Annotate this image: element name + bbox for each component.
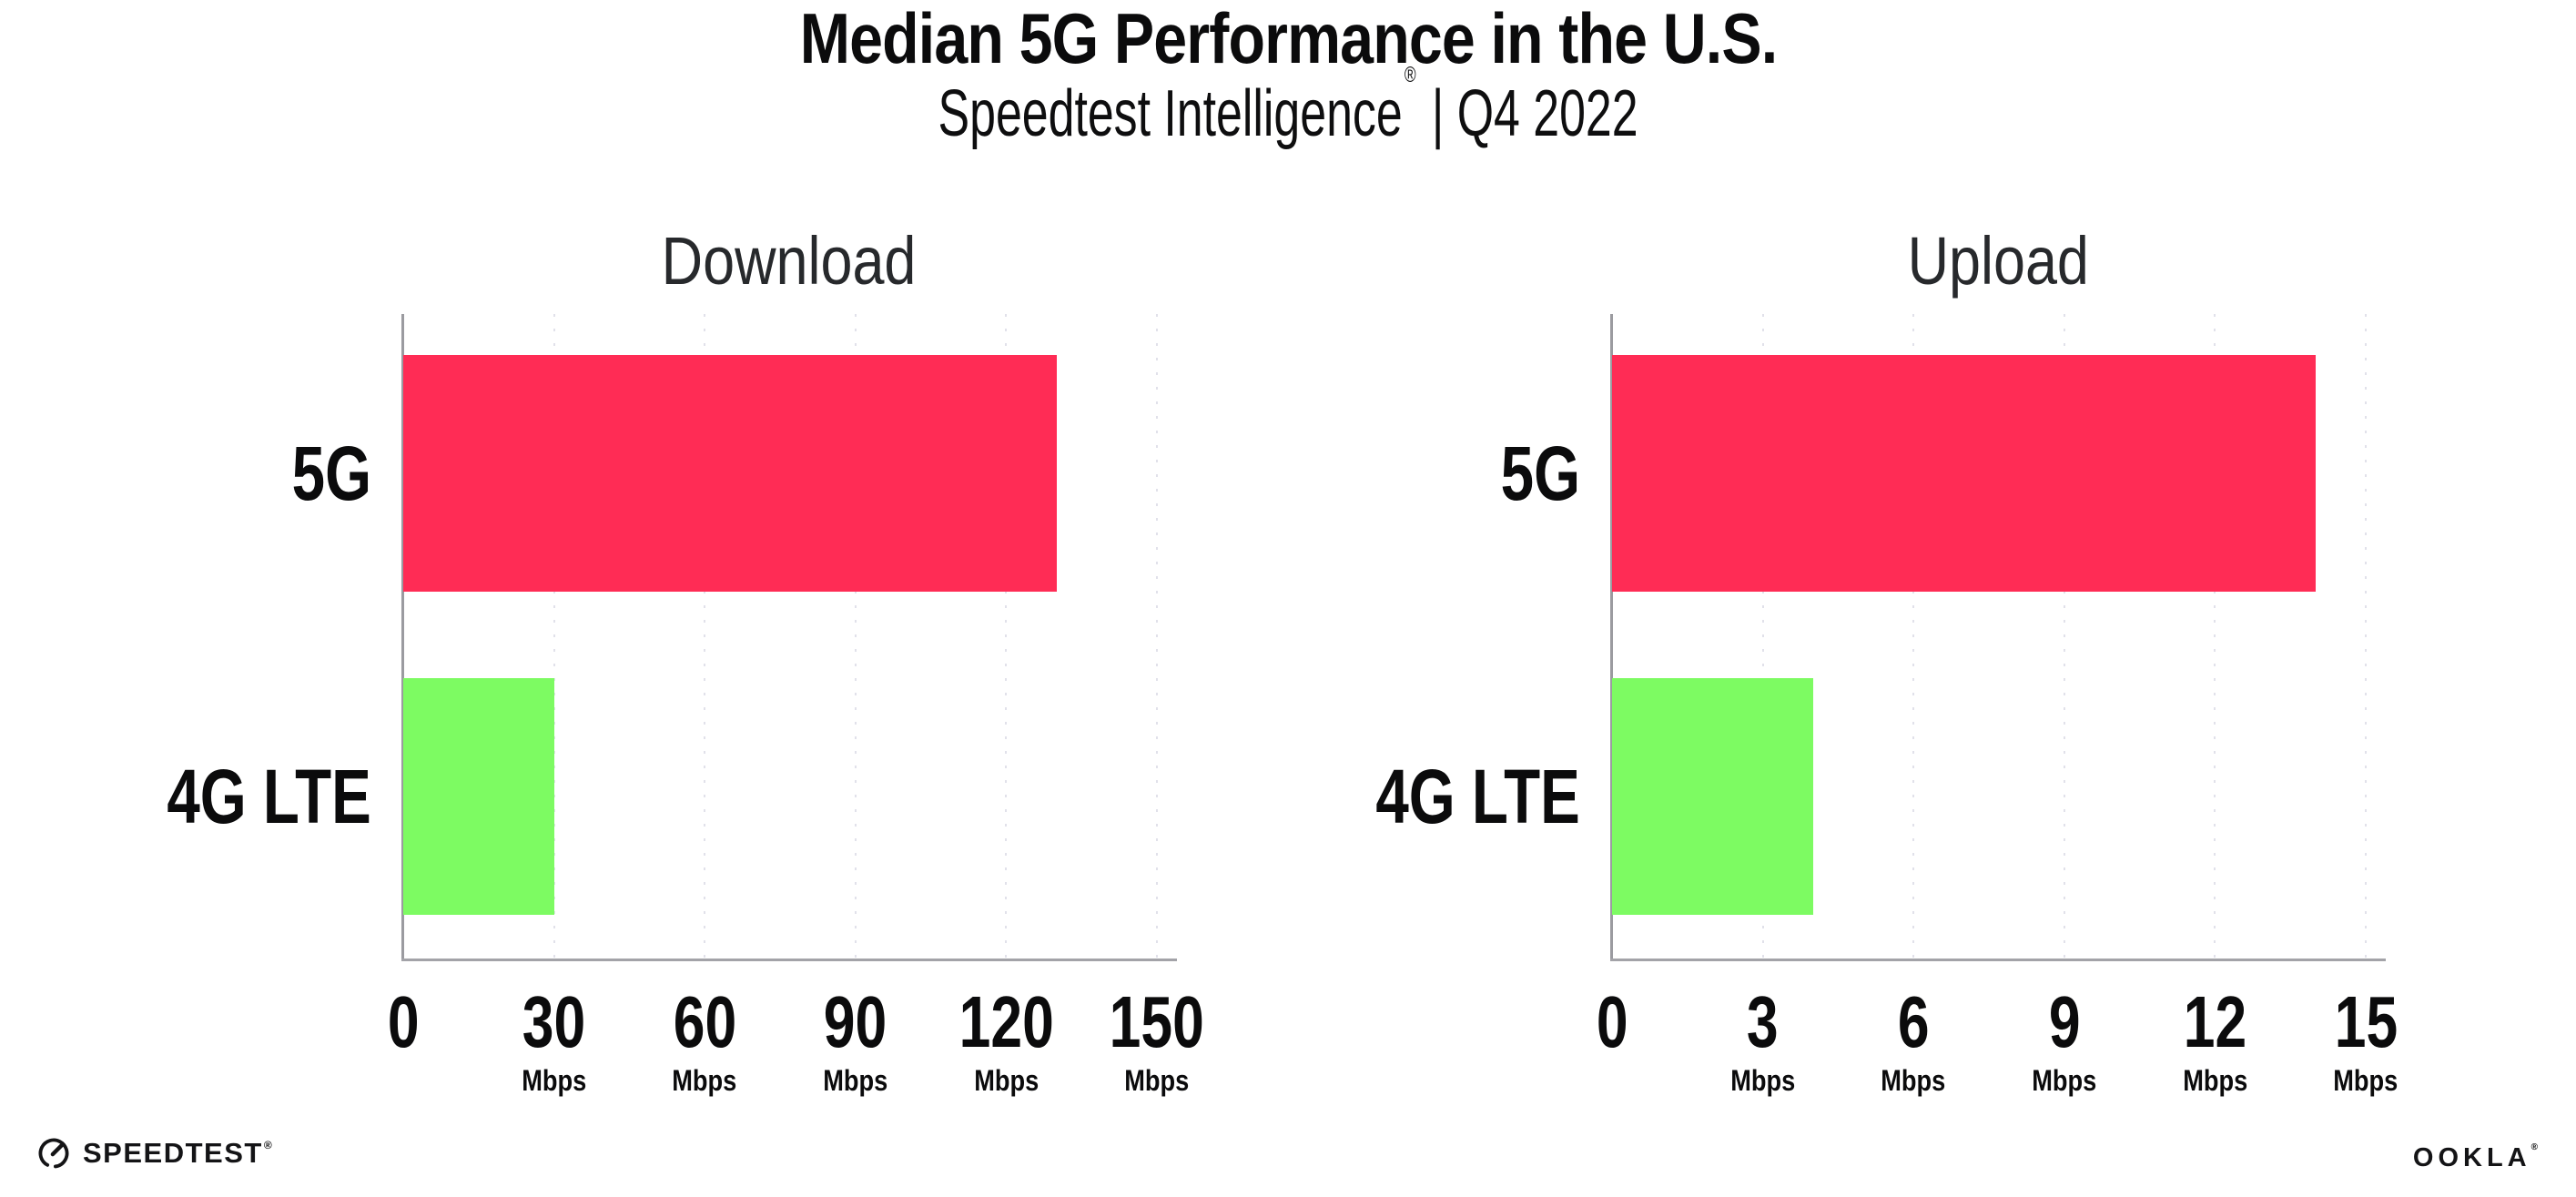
bar-4g-lte [1612,678,1813,915]
x-tick-value: 9 [2048,981,2081,1062]
x-tick-9: 9 Mbps [1964,981,2165,1096]
speedtest-gauge-icon [38,1138,69,1169]
header: Median 5G Performance in the U.S. [0,0,2576,78]
gridline-9 [2063,314,2065,959]
page-subtitle: Speedtest Intelligence® | Q4 2022 [0,64,2576,150]
gridline-6 [1912,314,1915,959]
x-tick-unit: Mbps [604,1066,805,1095]
upload-chart-title-text: Upload [1907,223,2089,299]
page-title: Median 5G Performance in the U.S. [799,0,1777,78]
category-label-text: 5G [291,430,371,516]
x-tick-value: 15 [2334,981,2398,1062]
category-label-4g-lte: 4G LTE [146,678,371,915]
subtitle-brand: Speedtest Intelligence [938,77,1403,150]
x-tick-unit: Mbps [756,1066,956,1095]
x-axis-line [1610,959,2386,961]
x-tick-unit-text: Mbps [1730,1064,1796,1097]
x-tick-15: 15 Mbps [2266,981,2466,1096]
x-tick-labels: 0 30 Mbps 60 Mbps 90 Mbps 120 Mbps 150 Mbps [146,218,1204,1138]
x-tick-6: 6 Mbps [1813,981,2013,1096]
x-tick-unit: Mbps [2266,1066,2466,1095]
x-tick-unit-text: Mbps [973,1064,1039,1097]
x-tick-value: 3 [1747,981,1779,1062]
ookla-wordmark: OOKLA [2412,1143,2531,1172]
x-tick-value: 90 [824,981,887,1062]
x-tick-90: 90 Mbps [756,981,956,1096]
plot-area [403,314,1186,959]
x-tick-unit-text: Mbps [2182,1064,2247,1097]
x-tick-unit-text: Mbps [672,1064,737,1097]
upload-chart: Upload 5G 4G LTE 0 3 Mbps 6 Mbps 9 Mbps 12 Mbps 15… [1354,218,2410,1138]
upload-chart-title: Upload [1612,226,2384,297]
x-tick-value: 0 [387,981,420,1062]
x-tick-unit: Mbps [906,1066,1106,1095]
x-tick-30: 30 Mbps [454,981,654,1096]
x-tick-unit: Mbps [454,1066,654,1095]
subtitle-period: | Q4 2022 [1431,77,1638,150]
x-tick-unit: Mbps [2115,1066,2315,1095]
y-axis-line [1610,314,1613,961]
x-tick-0: 0 [303,986,503,1059]
x-tick-120: 120 Mbps [906,981,1106,1096]
x-tick-labels: 0 3 Mbps 6 Mbps 9 Mbps 12 Mbps 15 Mbps [1354,218,2410,1138]
download-chart-title: Download [403,226,1175,297]
category-labels: 5G 4G LTE [1354,314,1580,959]
x-tick-12: 12 Mbps [2115,981,2315,1096]
x-tick-60: 60 Mbps [604,981,805,1096]
gridline-60 [704,314,706,959]
x-axis-line [401,959,1177,961]
x-tick-unit-text: Mbps [2032,1064,2097,1097]
speedtest-wordmark: SPEEDTEST® [83,1137,272,1169]
bar-5g [403,355,1057,592]
category-label-5g: 5G [146,355,371,592]
x-tick-3: 3 Mbps [1663,981,1863,1096]
gridline-3 [1761,314,1764,959]
x-tick-150: 150 Mbps [1057,981,1257,1096]
category-label-5g: 5G [1354,355,1580,592]
category-label-4g-lte: 4G LTE [1354,678,1580,915]
x-tick-value: 0 [1596,981,1628,1062]
x-tick-unit: Mbps [1057,1066,1257,1095]
x-tick-unit: Mbps [1813,1066,2013,1095]
page-subtitle-text: Speedtest Intelligence® | Q4 2022 [938,64,1638,150]
bar-4g-lte [403,678,554,915]
category-label-text: 4G LTE [1375,753,1580,839]
registered-trademark-icon: ® [2530,1141,2538,1152]
x-tick-value: 60 [673,981,736,1062]
bar-5g [1612,355,2316,592]
x-tick-0: 0 [1512,986,1712,1059]
download-chart-title-text: Download [662,223,917,299]
x-tick-value: 6 [1897,981,1930,1062]
x-tick-value: 12 [2183,981,2247,1062]
x-tick-unit-text: Mbps [522,1064,587,1097]
speedtest-logo: SPEEDTEST® [36,1136,272,1171]
category-label-text: 4G LTE [167,753,371,839]
x-tick-value: 120 [958,981,1054,1062]
gridline-150 [1156,314,1158,959]
ookla-logo: OOKLA® [2412,1141,2538,1173]
x-tick-value: 150 [1109,981,1205,1062]
gridline-15 [2365,314,2367,959]
category-labels: 5G 4G LTE [146,314,371,959]
x-tick-unit-text: Mbps [823,1064,888,1097]
x-tick-value: 30 [522,981,586,1062]
x-tick-unit-text: Mbps [2333,1064,2399,1097]
registered-trademark-icon: ® [263,1138,272,1151]
registered-trademark-icon: ® [1404,63,1416,87]
x-tick-unit-text: Mbps [1124,1064,1190,1097]
gridline-12 [2214,314,2216,959]
x-tick-unit: Mbps [1964,1066,2165,1095]
download-chart: Download 5G 4G LTE 0 30 Mbps 60 Mbps 90 Mbps 120… [146,218,1205,1138]
x-tick-unit-text: Mbps [1881,1064,1946,1097]
x-tick-unit: Mbps [1663,1066,1863,1095]
y-axis-line [401,314,404,961]
gridline-30 [553,314,555,959]
gridline-90 [854,314,857,959]
category-label-text: 5G [1500,430,1580,516]
gridline-120 [1005,314,1008,959]
plot-area [1612,314,2395,959]
